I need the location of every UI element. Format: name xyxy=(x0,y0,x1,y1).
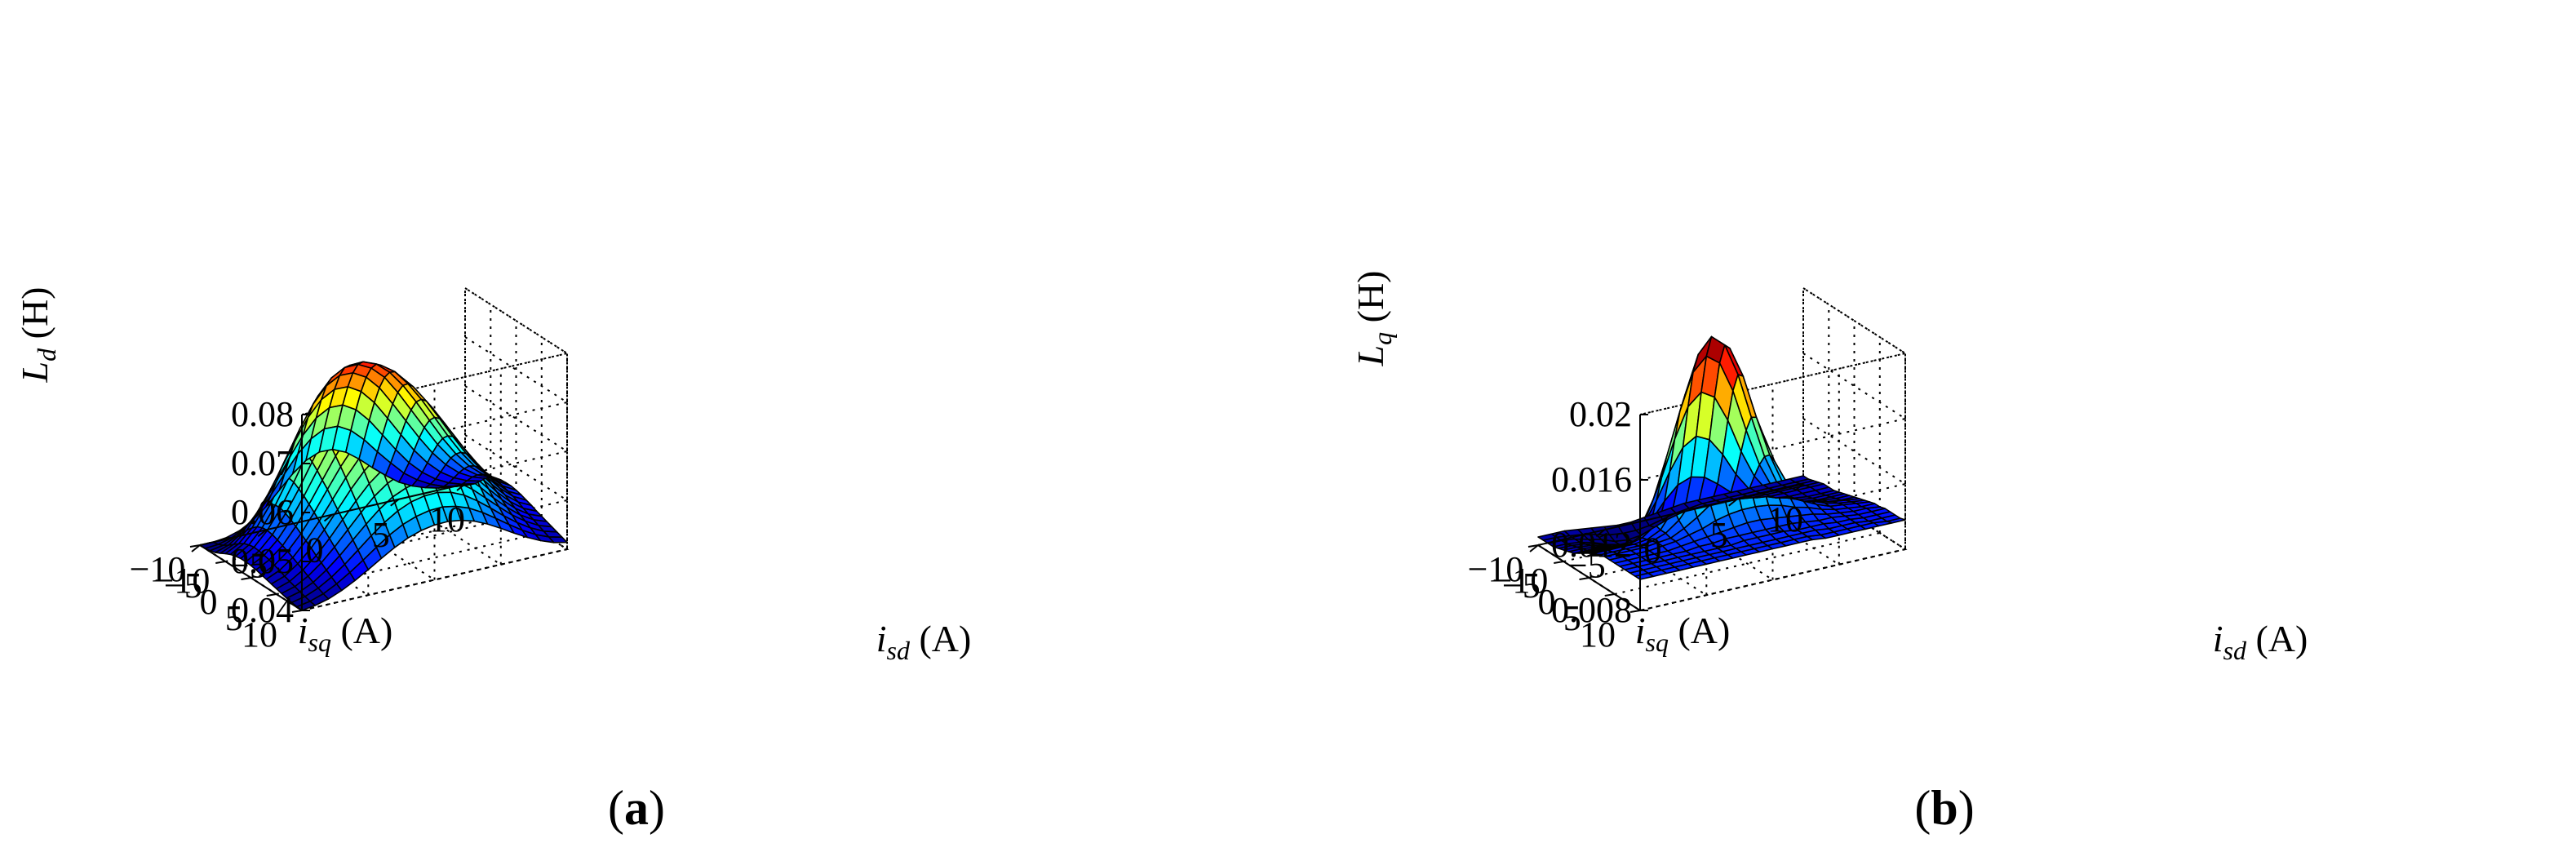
chart-a-x-tick xyxy=(323,513,334,522)
chart-b-xlabel: isd (A) xyxy=(2213,618,2308,665)
chart-b-x-tick-label: 5 xyxy=(1710,515,1728,555)
chart-b-surface xyxy=(1537,335,1906,580)
chart-a-y-tick xyxy=(266,593,277,597)
chart-a-x-tick-label: 0 xyxy=(306,530,324,570)
chart-a-z-tick-label: 0.08 xyxy=(231,394,294,434)
chart-a-y-tick-label: −5 xyxy=(164,566,202,606)
chart-b-zlabel: Lq (H) xyxy=(1350,271,1397,367)
chart-a-x-tick-label: −10 xyxy=(154,561,211,601)
chart-b-x-tick xyxy=(1529,544,1539,552)
chart-a-x-tick xyxy=(456,483,466,491)
chart-b-z-tick-label: 0.012 xyxy=(1551,525,1632,565)
chart-a-y-tick-label: 10 xyxy=(242,615,277,655)
chart-a-x-tick xyxy=(390,498,400,507)
chart-a-z-tick-label: 0.07 xyxy=(231,443,294,483)
chart-b-x-tick-label: 10 xyxy=(1767,499,1803,539)
chart-b-x-tick-label: −10 xyxy=(1492,561,1549,601)
chart-a-x-tick xyxy=(257,529,267,538)
chart-b-x-tick xyxy=(1728,498,1738,507)
chart-b-y-tick-label: 0 xyxy=(1538,582,1556,622)
chart-a-z-tick-label: 0.06 xyxy=(231,492,294,532)
chart-a-y-tick xyxy=(291,610,303,613)
chart-a-y-tick-label: 0 xyxy=(200,582,218,622)
chart-a-y-tick-label: −10 xyxy=(130,549,186,589)
chart-b-y-tick xyxy=(1579,577,1589,580)
chart-b-z-tick-label: 0.02 xyxy=(1569,394,1632,434)
chart-b-y-tick xyxy=(1554,561,1564,564)
chart-a-zlabel: Ld (H) xyxy=(14,287,61,384)
chart-a-xlabel: isd (A) xyxy=(876,618,972,665)
chart-a-x-tick-label: 10 xyxy=(429,499,465,539)
chart-b-ylabel: isq (A) xyxy=(1635,610,1731,657)
chart-a-x-tick xyxy=(191,544,201,552)
chart-a-y-tick-label: 5 xyxy=(225,598,243,638)
chart-a-x-tick-label: 5 xyxy=(372,515,390,555)
chart-b-y-tick-label: −10 xyxy=(1468,549,1524,589)
chart-a-y-tick xyxy=(215,561,226,564)
chart-b-x-tick xyxy=(1794,483,1804,491)
chart-a-z-tick-label: 0.04 xyxy=(231,590,294,630)
chart-b-panel-label: (b) xyxy=(1914,781,1974,835)
chart-a-z-tick-label: 0.05 xyxy=(231,541,294,581)
chart-b-z-tick-label: 0.016 xyxy=(1551,459,1632,499)
chart-b-y-tick-label: −5 xyxy=(1502,566,1541,606)
chart-a-y-tick xyxy=(241,577,251,580)
chart-b-y-tick xyxy=(1629,610,1641,613)
chart-b-y-tick xyxy=(1604,593,1615,597)
chart-b-surface-cell xyxy=(1789,475,1810,483)
chart-a-ylabel: isq (A) xyxy=(298,610,393,657)
chart-b-x-tick xyxy=(1595,529,1605,538)
chart-a-panel-label: (a) xyxy=(608,781,665,835)
chart-b-y-tick-label: 5 xyxy=(1563,598,1581,638)
chart-b-x-tick-label: 0 xyxy=(1644,530,1662,570)
chart-b-z-tick-label: 0.008 xyxy=(1551,590,1632,630)
chart-a-y-tick xyxy=(189,544,201,548)
chart-b-y-tick-label: 10 xyxy=(1580,615,1616,655)
chart-b-x-tick xyxy=(1661,513,1672,522)
chart-b-y-tick xyxy=(1527,544,1539,548)
